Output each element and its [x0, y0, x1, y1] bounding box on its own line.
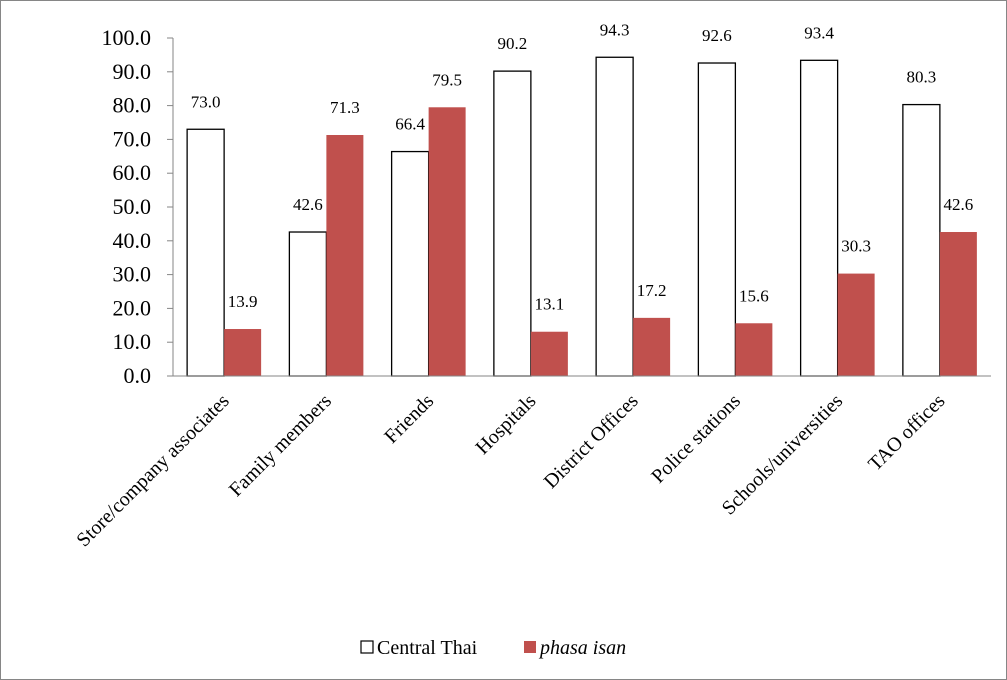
data-label-central-thai-hospitals: 90.2: [498, 34, 528, 53]
bar-phasa-isan-hospitals: [530, 331, 568, 376]
bar-central-thai-family-members: [288, 231, 328, 377]
bar-phasa-isan-schools-universities: [837, 273, 875, 376]
x-category-label-hospitals: Hospitals: [471, 390, 540, 459]
legend-label-phasa-isan: phasa isan: [538, 637, 626, 659]
x-category-label-store-company-associates: Store/company associates: [72, 390, 233, 551]
data-label-central-thai-store-company-associates: 73.0: [191, 92, 221, 111]
data-label-phasa-isan-tao-offices: 42.6: [944, 195, 974, 214]
bar-phasa-isan-friends: [428, 107, 466, 376]
legend-swatch-phasa-isan: [524, 641, 536, 653]
y-tick-label: 0.0: [124, 363, 152, 388]
bar-phasa-isan-family-members: [326, 135, 364, 376]
y-tick-label: 70.0: [113, 126, 152, 151]
data-label-central-thai-schools-universities: 93.4: [804, 23, 834, 42]
legend-swatch-central-thai: [360, 640, 374, 654]
y-axis: 0.0 10.0 20.0 30.0 40.0 50.0 60.0 70.0 80.0 90.0 1…: [102, 25, 174, 388]
bar-central-thai-tao-offices: [902, 103, 941, 377]
y-tick-label: 90.0: [113, 59, 152, 84]
x-category-label-family-members: Family members: [225, 390, 336, 501]
bar-phasa-isan-tao-offices: [939, 232, 977, 376]
bar-central-thai-store-company-associates: [186, 128, 225, 377]
y-tick-label: 30.0: [113, 262, 152, 287]
bar-phasa-isan-store-company-associates: [224, 329, 262, 376]
bar-central-thai-schools-universities: [799, 59, 839, 377]
data-label-phasa-isan-family-members: 71.3: [330, 98, 360, 117]
bar-phasa-isan-police-stations: [735, 323, 773, 376]
y-tick-label: 50.0: [113, 194, 152, 219]
bar-central-thai-friends: [390, 150, 430, 377]
y-tick-label: 60.0: [113, 160, 152, 185]
x-category-label-friends: Friends: [380, 390, 438, 448]
bar-central-thai-district-offices: [595, 56, 634, 377]
data-label-phasa-isan-police-stations: 15.6: [739, 286, 769, 305]
data-label-central-thai-tao-offices: 80.3: [907, 68, 937, 87]
data-label-phasa-isan-hospitals: 13.1: [535, 295, 565, 314]
y-tick-label: 20.0: [113, 295, 152, 320]
legend-label-central-thai: Central Thai: [377, 637, 478, 659]
x-category-label-district-offices: District Offices: [540, 390, 643, 493]
data-label-phasa-isan-friends: 79.5: [432, 70, 462, 89]
y-tick-label: 100.0: [102, 25, 152, 50]
y-tick-label: 10.0: [113, 329, 152, 354]
data-label-central-thai-friends: 66.4: [395, 115, 425, 134]
data-label-phasa-isan-district-offices: 17.2: [637, 281, 667, 300]
data-label-phasa-isan-schools-universities: 30.3: [841, 237, 871, 256]
data-label-central-thai-police-stations: 92.6: [702, 26, 732, 45]
data-label-central-thai-district-offices: 94.3: [600, 20, 630, 39]
y-tick-label: 40.0: [113, 228, 152, 253]
legend: Central Thai phasa isan: [360, 637, 626, 659]
data-label-phasa-isan-store-company-associates: 13.9: [228, 292, 258, 311]
x-category-label-tao-offices: TAO offices: [864, 390, 949, 475]
x-category-label-police-stations: Police stations: [647, 390, 745, 488]
bar-central-thai-hospitals: [493, 70, 532, 377]
bar-phasa-isan-district-offices: [633, 317, 671, 376]
bars: 73.0 13.9 42.6 71.3 66.4 79.5 90.2 13.1 94.3 17.2…: [186, 20, 977, 377]
data-label-central-thai-family-members: 42.6: [293, 195, 323, 214]
y-tick-label: 80.0: [113, 93, 152, 118]
bar-central-thai-police-stations: [697, 62, 737, 377]
